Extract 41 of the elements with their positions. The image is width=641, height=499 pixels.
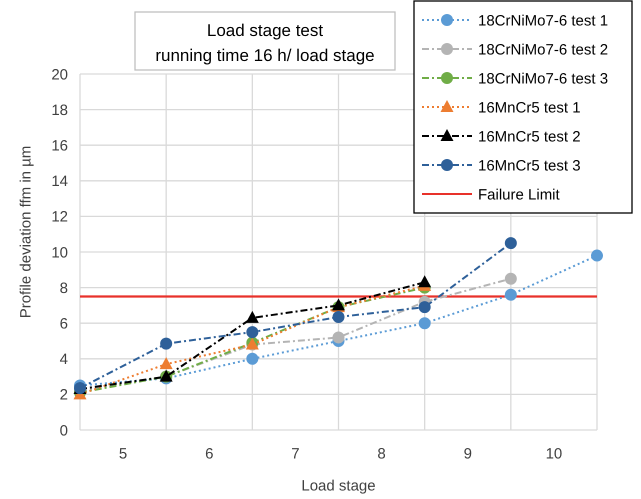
point: [504, 288, 517, 301]
x-tick-label: 6: [205, 445, 214, 462]
point: [418, 275, 432, 288]
point: [160, 338, 172, 350]
y-tick-label: 20: [51, 66, 68, 84]
y-tick-label: 14: [51, 173, 68, 190]
y-tick-label: 12: [51, 208, 68, 226]
legend-label: 16MnCr5 test 1: [478, 99, 581, 116]
point: [504, 272, 517, 285]
x-tick-label: 10: [546, 445, 562, 462]
point: [332, 331, 344, 344]
y-tick-label: 8: [60, 280, 68, 297]
legend-label: 16MnCr5 test 3: [478, 157, 581, 174]
y-tick-label: 18: [51, 102, 68, 119]
legend-label: Failure Limit: [478, 186, 561, 204]
point: [160, 357, 173, 370]
point: [246, 310, 259, 323]
legend-label: 16MnCr5 test 2: [478, 128, 581, 146]
x-axis-title: Load stage: [301, 477, 376, 494]
y-tick-label: 16: [51, 137, 68, 154]
x-tick-label: 9: [464, 445, 472, 462]
y-tick-label: 4: [60, 351, 68, 368]
legend-label: 18CrNiMo7-6 test 3: [478, 70, 608, 88]
point: [591, 250, 603, 262]
point: [418, 301, 431, 314]
point: [246, 326, 258, 338]
chart-title: Load stage test running time 16 h/ load stage: [155, 20, 375, 65]
legend-label: 18CrNiMo7-6 test 2: [478, 41, 608, 58]
y-tick-label: 2: [60, 386, 68, 404]
x-tick-label: 8: [377, 445, 386, 462]
y-tick-label: 6: [60, 315, 68, 332]
point: [504, 237, 517, 250]
y-axis-title: Profile deviation ffm in µm: [17, 146, 34, 318]
x-tick-label: 7: [291, 445, 300, 462]
point: [418, 317, 431, 330]
y-tick-label: 0: [60, 422, 68, 440]
point: [332, 310, 344, 323]
point: [246, 352, 258, 365]
x-tick-label: 5: [118, 445, 128, 462]
y-tick-label: 10: [51, 244, 68, 262]
legend-label: 18CrNiMo7-6 test 1: [478, 12, 608, 30]
